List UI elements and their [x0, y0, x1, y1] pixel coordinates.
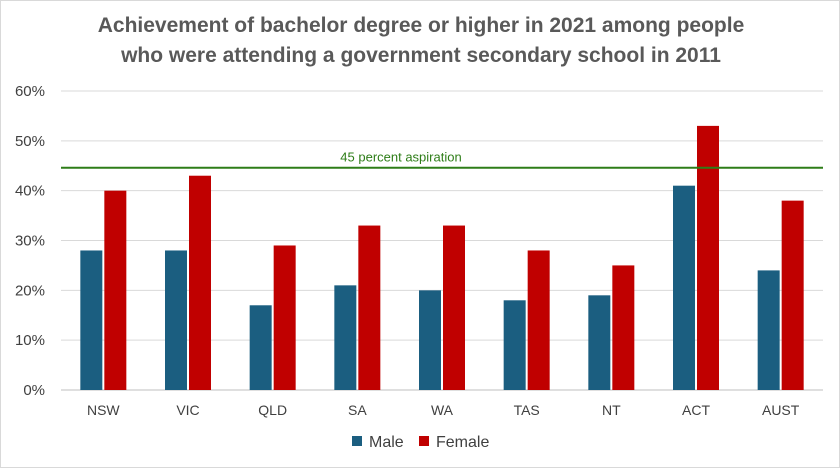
- bar-female-wa: [443, 225, 465, 390]
- x-category-label: NT: [602, 402, 621, 418]
- bar-male-vic: [165, 250, 187, 390]
- y-tick-label: 20%: [15, 282, 45, 299]
- bar-male-nsw: [80, 250, 103, 390]
- bar-female-vic: [189, 175, 211, 390]
- x-category-label: VIC: [176, 402, 199, 418]
- x-category-label: NSW: [87, 402, 120, 418]
- y-tick-label: 30%: [15, 233, 45, 250]
- x-category-label: AUST: [762, 402, 800, 418]
- reference-line-group: 45 percent aspiration: [61, 150, 823, 169]
- bar-female-nt: [612, 265, 635, 390]
- legend: Male Female: [352, 434, 489, 451]
- y-tick-label: 0%: [23, 382, 45, 399]
- x-category-label: TAS: [514, 402, 540, 418]
- x-axis-categories: NSW VIC QLD SA WA TAS NT ACT AUST: [87, 402, 800, 418]
- x-category-label: SA: [348, 402, 367, 418]
- bar-male-wa: [419, 290, 441, 390]
- legend-label-female: Female: [436, 434, 489, 451]
- bar-male-nt: [588, 295, 611, 390]
- aspiration-label: 45 percent aspiration: [340, 150, 461, 165]
- bar-female-tas: [527, 250, 550, 390]
- bar-female-qld: [273, 245, 296, 390]
- bar-female-aust: [781, 200, 804, 390]
- y-tick-label: 40%: [15, 183, 45, 200]
- y-tick-label: 10%: [15, 332, 45, 349]
- legend-label-male: Male: [369, 434, 404, 451]
- y-tick-label: 60%: [15, 83, 45, 100]
- bar-male-qld: [249, 305, 272, 390]
- y-tick-label: 50%: [15, 133, 45, 150]
- bar-male-tas: [503, 300, 526, 390]
- legend-swatch-female: [419, 436, 429, 446]
- chart-title-line-2: who were attending a government secondar…: [120, 44, 721, 67]
- bar-male-sa: [334, 285, 357, 390]
- bar-female-nsw: [104, 190, 127, 390]
- legend-swatch-male: [352, 436, 362, 446]
- x-category-label: ACT: [682, 402, 710, 418]
- y-axis-ticks: 0% 10% 20% 30% 40% 50% 60%: [15, 83, 45, 399]
- bars: [80, 125, 804, 390]
- bar-female-act: [697, 125, 719, 390]
- chart-title-line-1: Achievement of bachelor degree or higher…: [98, 14, 745, 37]
- bar-male-aust: [757, 270, 780, 390]
- bar-male-act: [673, 185, 695, 390]
- x-category-label: WA: [431, 402, 454, 418]
- x-category-label: QLD: [258, 402, 287, 418]
- gridlines: [61, 90, 823, 391]
- bar-female-sa: [358, 225, 381, 390]
